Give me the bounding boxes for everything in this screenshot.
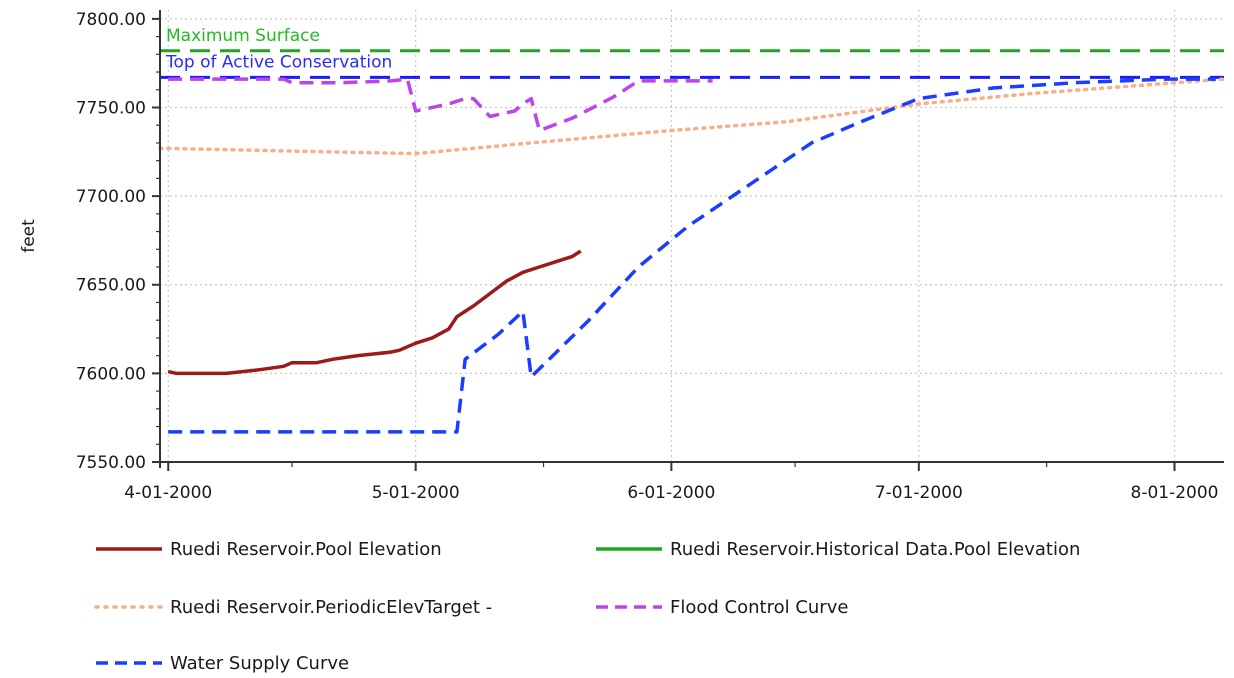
x-tick-label: 5-01-2000 — [372, 483, 460, 503]
x-tick-label: 8-01-2000 — [1131, 483, 1219, 503]
series-layer — [158, 77, 1226, 434]
y-tick-label: 7750.00 — [76, 98, 146, 118]
series-line — [168, 77, 713, 133]
y-axis-title: feet — [19, 219, 39, 253]
x-tick-label: 7-01-2000 — [875, 483, 963, 503]
reference-line-label: Top of Active Conservation — [165, 52, 392, 72]
y-tick-label: 7800.00 — [76, 10, 146, 30]
reference-line-label: Maximum Surface — [166, 26, 320, 46]
legend-item: Ruedi Reservoir.Historical Data.Pool Ele… — [596, 539, 1080, 560]
legend-label: Water Supply Curve — [170, 653, 349, 674]
axes: 7550.00 7600.00 7650.00 7700.00 7750.00 7800.… — [19, 10, 1224, 503]
legend-item: Ruedi Reservoir.Pool Elevation — [96, 539, 442, 560]
legend: Ruedi Reservoir.Pool Elevation Ruedi Rese… — [94, 539, 1080, 674]
legend-item: Water Supply Curve — [96, 653, 349, 674]
legend-label: Ruedi Reservoir.PeriodicElevTarget - — [170, 597, 492, 618]
series-line — [167, 249, 582, 376]
x-tick-label: 4-01-2000 — [124, 483, 212, 503]
legend-label: Ruedi Reservoir.Pool Elevation — [170, 539, 442, 560]
series-line — [158, 77, 1226, 156]
legend-item: Flood Control Curve — [596, 597, 848, 618]
y-tick-label: 7700.00 — [76, 187, 146, 207]
y-tick-label: 7550.00 — [76, 453, 146, 473]
legend-item: Ruedi Reservoir.PeriodicElevTarget - — [94, 597, 492, 618]
y-tick-label: 7600.00 — [76, 364, 146, 384]
x-tick-label: 6-01-2000 — [627, 483, 715, 503]
legend-label: Flood Control Curve — [670, 597, 848, 618]
reference-lines: Maximum Surface Top of Active Conservatio… — [160, 26, 1224, 79]
legend-label: Ruedi Reservoir.Historical Data.Pool Ele… — [670, 539, 1080, 560]
series-line — [168, 77, 1216, 434]
y-tick-label: 7650.00 — [76, 276, 146, 296]
grid-layer — [160, 10, 1224, 463]
